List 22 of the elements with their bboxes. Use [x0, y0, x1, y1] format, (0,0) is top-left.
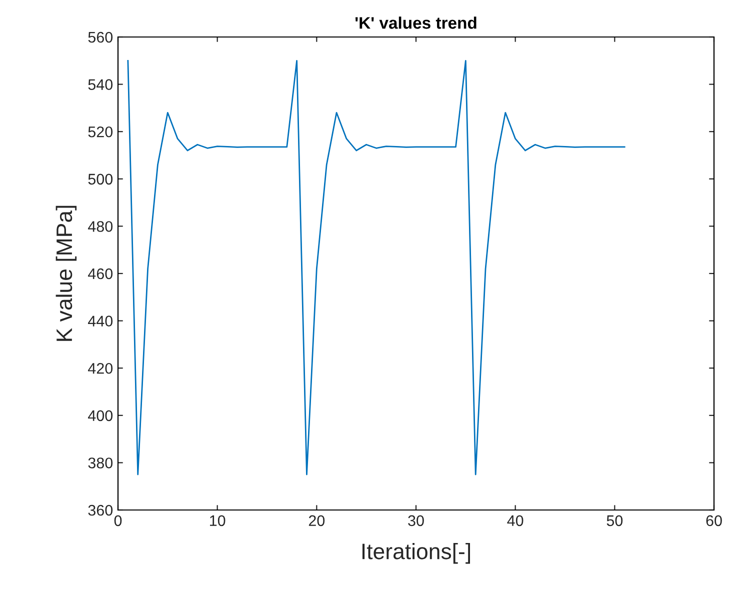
y-tick-label: 500 [88, 174, 113, 185]
x-tick-label: 10 [210, 515, 226, 526]
x-tick-label: 20 [308, 515, 325, 526]
y-tick-label: 440 [88, 316, 113, 326]
x-axis-title: Iterations[-] [362, 542, 470, 564]
chart-title: 'K' values trend [356, 16, 476, 29]
y-tick-label: 360 [88, 504, 113, 516]
y-tick-label: 540 [88, 79, 113, 90]
y-tick-label: 520 [88, 126, 113, 138]
y-axis-title: K value [MPa] [56, 206, 77, 341]
x-tick-label: 60 [706, 515, 722, 526]
x-tick-label: 0 [114, 515, 122, 526]
y-tick-label: 460 [88, 268, 113, 280]
y-tick-label: 400 [88, 410, 113, 422]
y-tick-label: 420 [88, 362, 113, 374]
y-tick-label: 480 [88, 221, 113, 232]
x-tick-label: 30 [408, 515, 424, 526]
x-tick-label: 50 [606, 515, 623, 526]
line-series [127, 60, 626, 476]
y-tick-label: 380 [88, 458, 113, 468]
y-tick-label: 560 [88, 32, 113, 43]
x-tick-label: 40 [507, 515, 524, 526]
